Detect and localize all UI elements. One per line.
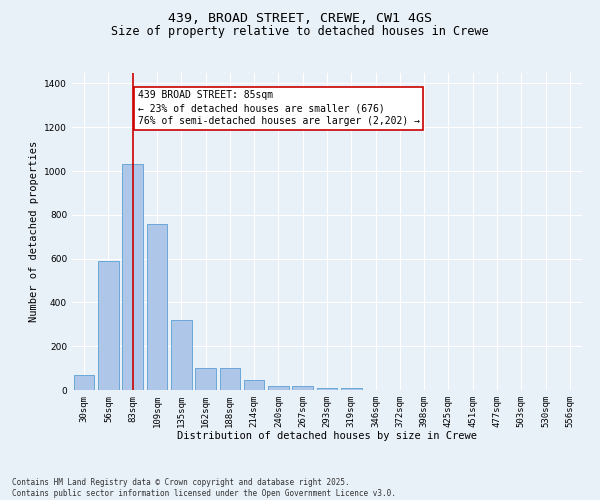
Bar [244,380,265,390]
Bar [220,368,240,390]
Text: Contains HM Land Registry data © Crown copyright and database right 2025.
Contai: Contains HM Land Registry data © Crown c… [12,478,396,498]
Bar [74,374,94,390]
Bar [98,261,119,390]
Text: 439 BROAD STREET: 85sqm
← 23% of detached houses are smaller (676)
76% of semi-d: 439 BROAD STREET: 85sqm ← 23% of detache… [137,90,419,126]
Bar [195,368,216,390]
Y-axis label: Number of detached properties: Number of detached properties [29,140,38,322]
Bar [268,386,289,390]
Text: Size of property relative to detached houses in Crewe: Size of property relative to detached ho… [111,25,489,38]
Bar [122,164,143,390]
Bar [146,224,167,390]
Bar [317,388,337,390]
Bar [292,386,313,390]
X-axis label: Distribution of detached houses by size in Crewe: Distribution of detached houses by size … [177,432,477,442]
Text: 439, BROAD STREET, CREWE, CW1 4GS: 439, BROAD STREET, CREWE, CW1 4GS [168,12,432,26]
Bar [341,388,362,390]
Bar [171,320,191,390]
